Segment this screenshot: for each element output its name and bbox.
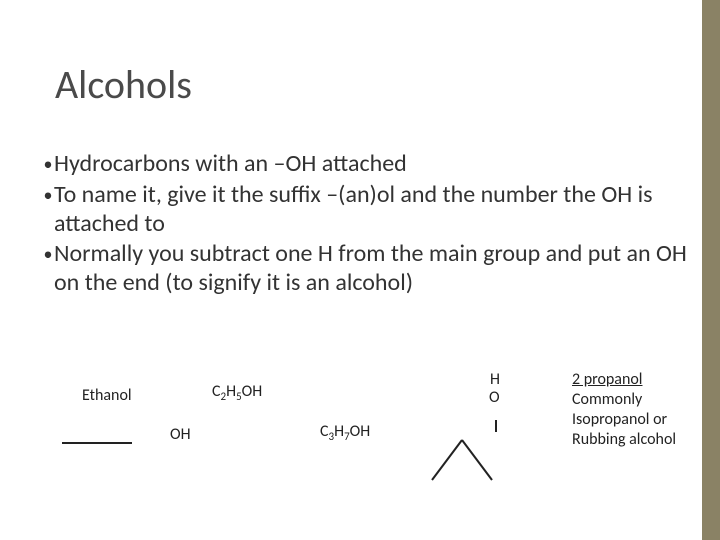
bullet-text: Hydrocarbons with an –OH attached <box>54 150 690 179</box>
propanol-common-2: Isopropanol or <box>572 410 676 430</box>
propanol-top-o: O <box>489 388 500 407</box>
bullet-dot: • <box>42 150 54 178</box>
ethanol-oh-label: OH <box>170 425 191 444</box>
ethanol-formula: C2H5OH <box>212 382 262 403</box>
accent-bar <box>702 0 720 540</box>
propanol-iupac: 2 propanol <box>572 370 676 390</box>
bullet-dot: • <box>42 181 54 209</box>
bullet-text: Normally you subtract one H from the mai… <box>54 240 690 298</box>
ethanol-label: Ethanol <box>82 386 132 405</box>
ethanol-bond-line <box>62 442 132 444</box>
slide-title: Alcohols <box>55 60 192 109</box>
bullet-text: To name it, give it the suffix –(an)ol a… <box>54 181 690 239</box>
propanol-top-h: H <box>490 370 500 389</box>
propanol-names: 2 propanol Commonly Isopropanol or Rubbi… <box>572 370 676 450</box>
bullet-list: • Hydrocarbons with an –OH attached • To… <box>42 150 690 300</box>
propanol-common-1: Commonly <box>572 390 676 410</box>
propanol-common-3: Rubbing alcohol <box>572 430 676 450</box>
propanol-structure <box>362 420 522 510</box>
bullet-dot: • <box>42 240 54 268</box>
diagram-area: Ethanol C2H5OH OH C3H7OH H O 2 propanol … <box>42 360 690 530</box>
